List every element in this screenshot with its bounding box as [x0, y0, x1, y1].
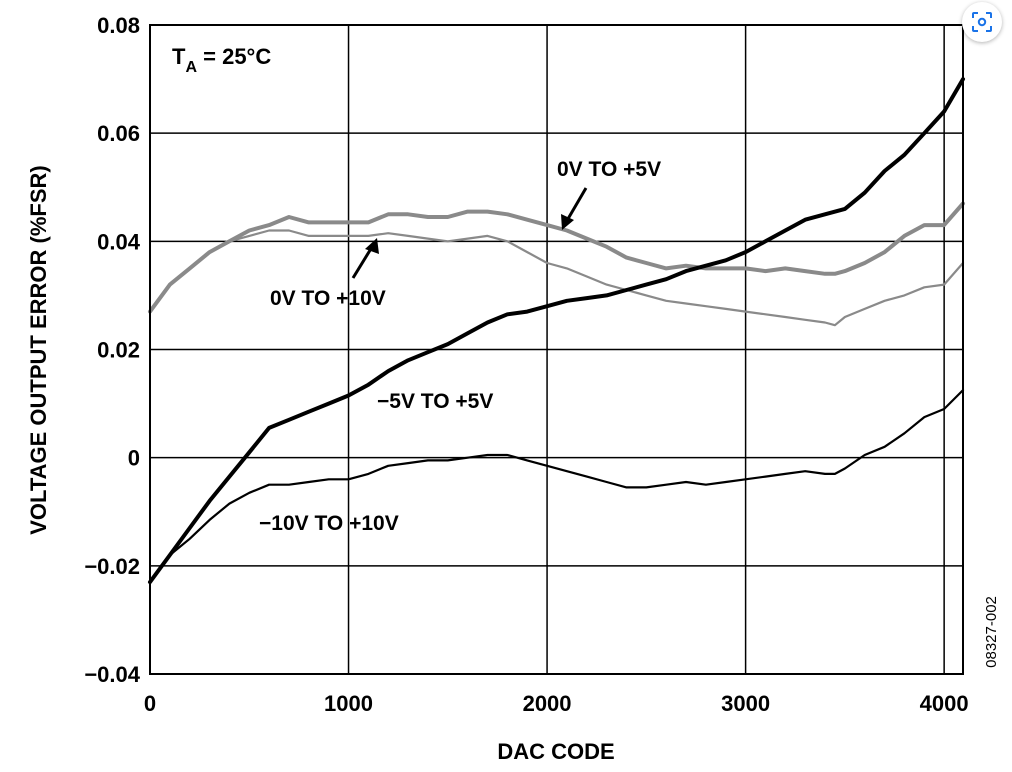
y-tick-label: 0.02	[97, 338, 140, 363]
x-tick-label: 3000	[721, 691, 770, 716]
y-tick-label: 0.06	[97, 121, 140, 146]
series-label-0v-to-10v: 0V TO +10V	[270, 287, 386, 310]
series-line-0v-to-10v	[148, 229, 965, 327]
figure-id: 08327-002	[983, 596, 1000, 668]
x-tick-label: 4000	[920, 691, 969, 716]
y-tick-label: 0.04	[97, 229, 141, 254]
x-tick-label: 2000	[523, 691, 572, 716]
y-tick-labels: 0.08 0.06 0.04 0.02 0 −0.02 −0.04	[84, 13, 140, 687]
annotation-rest: = 25°C	[197, 44, 271, 69]
arrowhead-0v-to-5v	[561, 214, 574, 230]
annotation-main: T	[172, 44, 186, 69]
lens-search-button[interactable]	[962, 2, 1002, 42]
x-tick-label: 0	[144, 691, 156, 716]
plot-frame	[149, 24, 964, 675]
annotation-subscript: A	[185, 59, 197, 76]
series-line-0v-to-5v	[148, 201, 965, 314]
x-tick-labels: 0 1000 2000 3000 4000	[144, 691, 969, 716]
series-arrow-0v-to-10v	[351, 246, 374, 279]
series-label-0v-to-5v: 0V TO +5V	[557, 158, 661, 181]
y-tick-label: −0.04	[84, 662, 140, 687]
series-line-5v-to-5v	[148, 77, 965, 585]
series-label-neg10v-to-10v: −10V TO +10V	[259, 512, 399, 535]
y-axis-title: VOLTAGE OUTPUT ERROR (%FSR)	[26, 165, 51, 535]
y-tick-label: −0.02	[84, 554, 140, 579]
series-layer	[148, 77, 965, 585]
series-line-10v-to-10v	[148, 389, 965, 584]
temperature-annotation: TA = 25°C	[172, 44, 271, 76]
series-label-neg5v-to-5v: −5V TO +5V	[377, 390, 493, 413]
chart-grid	[149, 24, 963, 675]
y-tick-label: 0.08	[97, 13, 140, 38]
x-tick-label: 1000	[324, 691, 373, 716]
arrowhead-0v-to-10v	[365, 238, 379, 254]
x-axis-title: DAC CODE	[497, 739, 614, 764]
y-tick-label: 0	[128, 446, 140, 471]
lens-search-icon	[972, 12, 992, 32]
